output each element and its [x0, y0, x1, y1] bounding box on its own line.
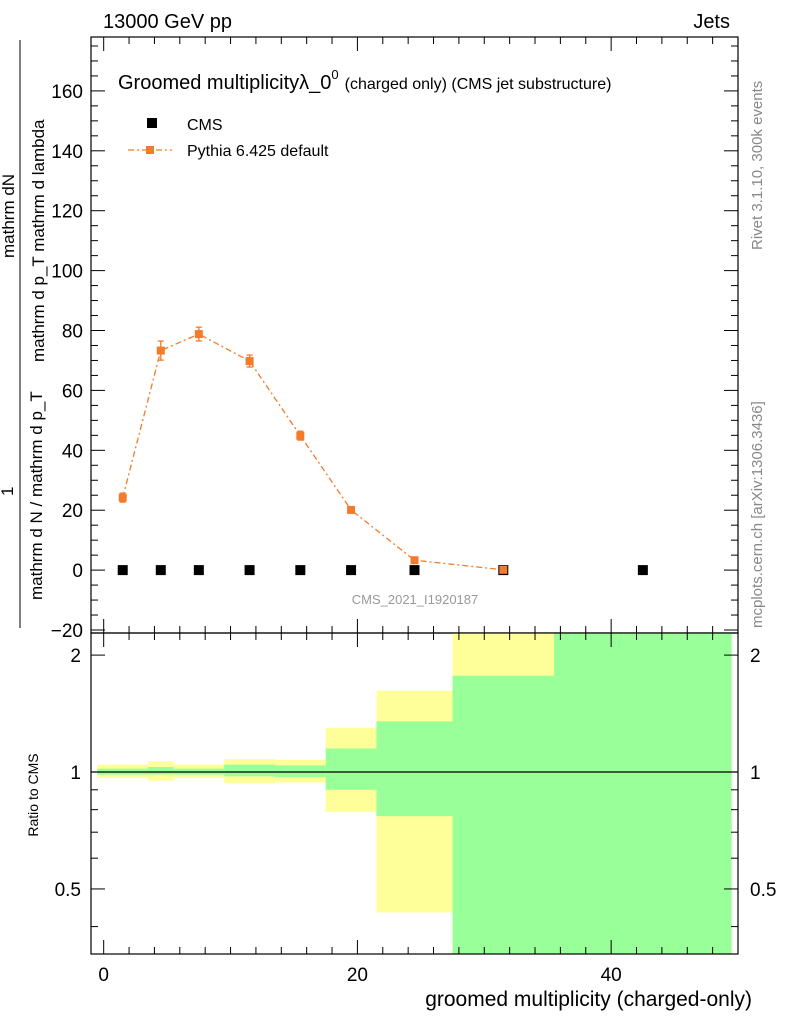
ylabel-prefix: 1	[0, 487, 17, 496]
cms-point	[193, 565, 204, 576]
ratio-band-green	[554, 633, 732, 954]
pythia-point	[194, 330, 203, 339]
ratio-bands	[97, 633, 732, 954]
cms-point	[117, 565, 128, 576]
x-axis-label: groomed multiplicity (charged-only)	[425, 988, 752, 1011]
y-tick-label: 40	[62, 441, 83, 462]
legend: CMS Pythia 6.425 default	[128, 117, 329, 160]
mcplots-label: mcplots.cern.ch [arXiv:1306.3436]	[749, 401, 766, 628]
ratio-y-label: Ratio to CMS	[25, 753, 41, 836]
legend-pythia-marker	[146, 146, 154, 154]
chart-title-suffix: (charged only) (CMS jet substructure)	[345, 76, 612, 93]
chart-title: Groomed multiplicityλ_00 (charged only) (…	[118, 67, 611, 94]
ratio-band-green	[148, 767, 174, 775]
chart-title-sup: 0	[331, 67, 338, 82]
ratio-band-green	[224, 764, 275, 777]
cms-point	[346, 565, 357, 576]
ratio-y-tick-label-right: 1	[750, 763, 761, 784]
y-tick-label: 60	[62, 381, 83, 402]
ratio-y-tick-label-right: 0.5	[750, 880, 776, 901]
ratio-frame	[90, 632, 739, 955]
pythia-point	[410, 556, 419, 565]
watermark: CMS_2021_I1920187	[352, 592, 479, 607]
legend-pythia-label: Pythia 6.425 default	[187, 143, 329, 160]
header-right: Jets	[693, 11, 730, 33]
pythia-point	[245, 357, 254, 366]
x-tick-label: 40	[601, 965, 622, 986]
rivet-label: Rivet 3.1.10, 300k events	[749, 81, 766, 250]
x-tick-label: 0	[98, 965, 109, 986]
y-tick-label: 140	[51, 142, 83, 163]
pythia-point	[499, 565, 508, 574]
main-y-tick-labels: −20 0 20 40 60 80 100 120 140 160	[51, 82, 83, 642]
pythia-point	[118, 493, 127, 502]
cms-point	[155, 565, 166, 576]
ratio-band-green	[376, 721, 453, 817]
legend-cms-marker	[147, 118, 157, 128]
ratio-y-tick-label-right: 2	[750, 646, 761, 667]
y-tick-label: 80	[62, 322, 83, 343]
pythia-line	[122, 333, 504, 571]
ratio-tick-labels: 0.5 0.51 12 20 20 40	[55, 646, 777, 986]
y-tick-label: 100	[51, 262, 83, 283]
ratio-band-green	[325, 748, 377, 790]
ratio-y-tick-label: 0.5	[55, 880, 81, 901]
cms-point	[244, 565, 255, 576]
cms-point	[409, 565, 420, 576]
chart-title-main: Groomed multiplicityλ_0	[118, 72, 331, 94]
x-tick-label: 20	[347, 965, 368, 986]
ratio-y-tick-label: 2	[70, 646, 81, 667]
y-tick-label: 20	[62, 501, 83, 522]
pythia-point	[347, 505, 356, 514]
ylabel-prefix-den: mathrm d N / mathrm d p_T	[27, 391, 46, 600]
cms-point	[637, 565, 648, 576]
main-axis-ticks	[91, 37, 739, 633]
header-left: 13000 GeV pp	[103, 11, 232, 33]
ratio-axis-ticks	[91, 633, 739, 954]
y-tick-label: 120	[51, 202, 83, 223]
y-tick-label: −20	[51, 621, 83, 642]
pythia-point	[156, 346, 165, 355]
pythia-point	[296, 431, 305, 440]
y-tick-label: 0	[72, 561, 83, 582]
ylabel-num: mathrm dN	[0, 174, 18, 258]
ylabel-den: mathrm d p_T mathrm d lambda	[29, 119, 48, 362]
main-data-marks	[117, 326, 648, 576]
main-y-label: mathrm d N / mathrm d p_T 1 mathrm dN ma…	[0, 40, 48, 628]
y-tick-label: 160	[51, 82, 83, 103]
ratio-band-green	[274, 765, 326, 778]
cms-point	[295, 565, 306, 576]
legend-cms-label: CMS	[187, 117, 223, 134]
ratio-y-tick-label: 1	[70, 763, 81, 784]
ratio-band-green	[452, 675, 555, 954]
